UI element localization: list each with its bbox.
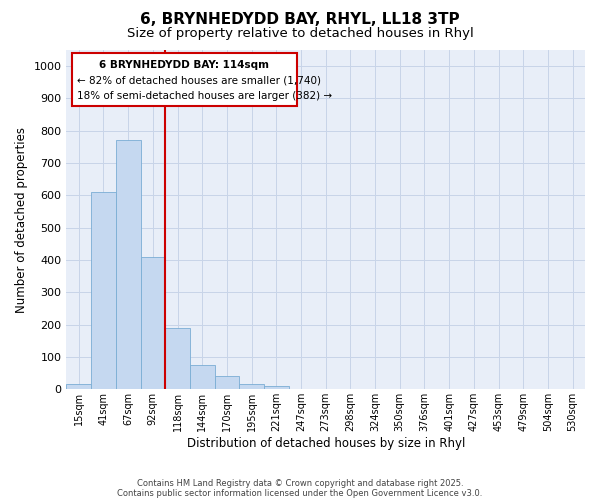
Bar bbox=[91, 192, 116, 390]
Bar bbox=[116, 140, 140, 390]
Bar bbox=[140, 257, 165, 390]
Bar bbox=[239, 384, 264, 390]
Text: 6, BRYNHEDYDD BAY, RHYL, LL18 3TP: 6, BRYNHEDYDD BAY, RHYL, LL18 3TP bbox=[140, 12, 460, 28]
Bar bbox=[215, 376, 239, 390]
Bar bbox=[165, 328, 190, 390]
Text: Size of property relative to detached houses in Rhyl: Size of property relative to detached ho… bbox=[127, 28, 473, 40]
FancyBboxPatch shape bbox=[71, 54, 297, 106]
Bar bbox=[264, 386, 289, 390]
Text: Contains HM Land Registry data © Crown copyright and database right 2025.: Contains HM Land Registry data © Crown c… bbox=[137, 478, 463, 488]
X-axis label: Distribution of detached houses by size in Rhyl: Distribution of detached houses by size … bbox=[187, 437, 465, 450]
Text: ← 82% of detached houses are smaller (1,740): ← 82% of detached houses are smaller (1,… bbox=[77, 76, 321, 86]
Bar bbox=[67, 384, 91, 390]
Text: Contains public sector information licensed under the Open Government Licence v3: Contains public sector information licen… bbox=[118, 488, 482, 498]
Y-axis label: Number of detached properties: Number of detached properties bbox=[15, 126, 28, 312]
Text: 18% of semi-detached houses are larger (382) →: 18% of semi-detached houses are larger (… bbox=[77, 92, 332, 102]
Text: 6 BRYNHEDYDD BAY: 114sqm: 6 BRYNHEDYDD BAY: 114sqm bbox=[100, 60, 269, 70]
Bar bbox=[190, 365, 215, 390]
